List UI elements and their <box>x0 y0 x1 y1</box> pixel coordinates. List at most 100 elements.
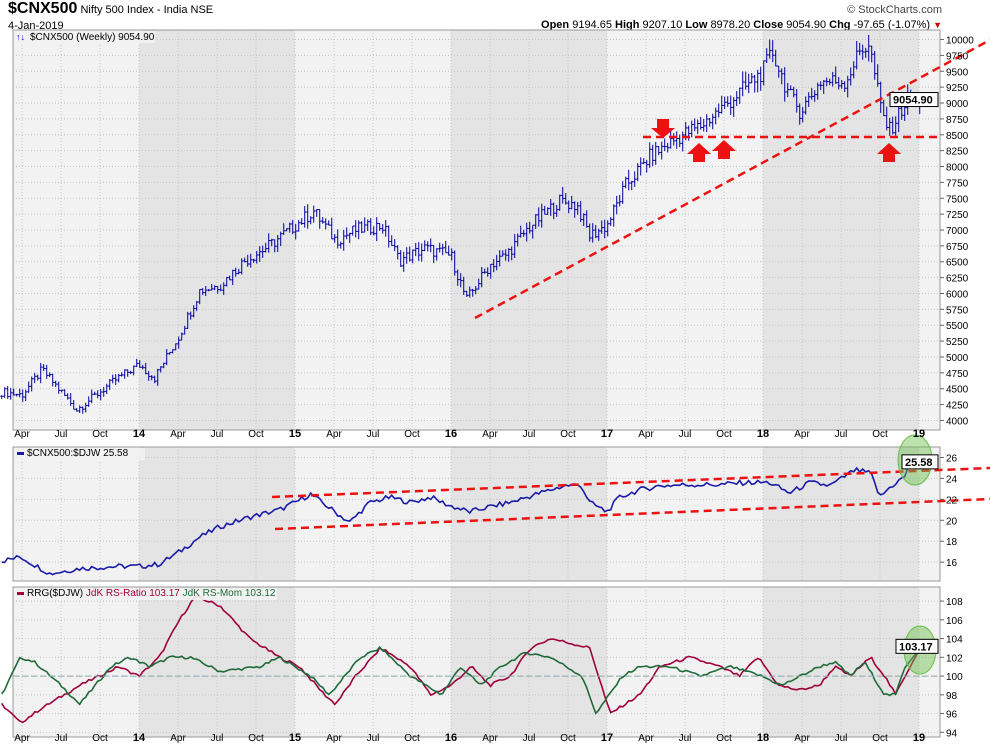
y-tick-label: 7250 <box>946 210 969 221</box>
x-tick-label: Apr <box>482 733 498 744</box>
ohlc-bar <box>18 388 22 398</box>
ohlc-bar <box>285 228 289 232</box>
ohlc-bar <box>777 65 781 78</box>
ohlc-bar <box>294 223 298 240</box>
x-tick-label: Oct <box>248 733 264 744</box>
arrow-up-icon <box>687 143 711 162</box>
ohlc-bar <box>327 220 331 226</box>
ohlc-bar <box>258 246 262 262</box>
ohlc-bar <box>873 50 877 80</box>
last-value-tag <box>889 92 939 108</box>
ohlc-bar <box>603 219 607 239</box>
ohlc-bar <box>795 89 799 113</box>
y-tick-label: 96 <box>946 710 958 721</box>
ohlc-bar <box>654 141 658 165</box>
price-panel-title: $CNX500 (Weekly) 9054.90 <box>30 32 155 43</box>
ohlc-bar <box>714 107 718 125</box>
x-tick-label: Apr <box>482 429 498 440</box>
ohlc-bar <box>69 393 73 406</box>
ohlc-bar <box>402 251 406 272</box>
x-tick-label: 15 <box>289 732 301 744</box>
ohlc-bar <box>825 77 829 87</box>
ohlc-bar <box>579 200 583 223</box>
ohlc-bar <box>96 390 100 399</box>
y-tick-label: 10000 <box>946 36 974 47</box>
ohlc-bar <box>645 159 649 173</box>
ohlc-bar <box>792 86 796 98</box>
ohlc-bar <box>324 218 328 230</box>
ohlc-bar <box>369 218 373 236</box>
x-tick-label: Oct <box>404 733 420 744</box>
ohlc-bar <box>486 267 490 277</box>
ohlc-bar <box>624 176 628 189</box>
ohlc-bar <box>582 213 586 227</box>
x-tick-label: 14 <box>133 428 146 440</box>
ohlc-bar <box>621 181 625 204</box>
x-tick-label: Oct <box>560 429 576 440</box>
ohlc-bar <box>480 267 484 288</box>
y-tick-label: 6250 <box>946 274 969 285</box>
ohlc-bar <box>516 233 520 247</box>
y-tick-label: 6000 <box>946 289 969 300</box>
ohlc-bar <box>243 257 247 263</box>
ohlc-bar <box>858 42 862 56</box>
ohlc-bar <box>48 372 52 378</box>
x-tick-label: 17 <box>601 428 613 440</box>
rs-swatch-icon <box>17 452 24 455</box>
y-tick-label: 5000 <box>946 353 969 364</box>
ohlc-bar <box>387 225 391 248</box>
ohlc-bar <box>762 60 766 86</box>
ohlc-bar <box>894 116 898 136</box>
y-tick-label: 6500 <box>946 258 969 269</box>
ohlc-bar <box>12 388 16 396</box>
ohlc-bar <box>282 223 286 235</box>
low-label: Low <box>685 19 708 31</box>
ohlc-bar <box>210 284 214 291</box>
ohlc-bar <box>150 375 154 381</box>
x-tick-label: Jul <box>211 429 224 440</box>
ohlc-bar <box>861 44 865 60</box>
ohlc-bar <box>711 113 715 130</box>
ratio-name: JdK RS-Ratio <box>86 588 147 599</box>
ohlc-bar <box>807 92 811 108</box>
x-tick-label: 14 <box>133 732 146 744</box>
ohlc-bar <box>741 71 745 97</box>
rising-trendline <box>474 38 990 320</box>
y-tick-label: 22 <box>946 495 958 506</box>
ohlc-bar <box>120 372 124 377</box>
ohlc-bar <box>426 241 430 252</box>
ohlc-bar <box>105 383 109 394</box>
ohlc-bar <box>168 351 172 355</box>
ohlc-bar <box>36 374 40 381</box>
ohlc-bar <box>90 389 94 404</box>
ohlc-bar <box>21 389 25 402</box>
ohlc-readout: Open 9194.65 High 9207.10 Low 8978.20 Cl… <box>541 19 942 32</box>
ohlc-bar <box>336 229 340 249</box>
ohlc-bar <box>867 34 871 62</box>
y-tick-label: 26 <box>946 453 958 464</box>
ohlc-bar <box>606 220 610 237</box>
ohlc-bar <box>195 300 199 312</box>
ohlc-bar <box>213 285 217 291</box>
x-tick-label: Apr <box>794 733 810 744</box>
ohlc-bar <box>840 79 844 89</box>
ohlc-bar <box>537 207 541 227</box>
ohlc-bar <box>240 258 244 275</box>
ratio-value: 103.17 <box>149 588 180 599</box>
x-tick-label: Jul <box>523 429 536 440</box>
ohlc-bar <box>114 374 118 385</box>
ohlc-bar <box>315 209 319 217</box>
high-label: High <box>615 19 640 31</box>
ohlc-bar <box>333 234 337 243</box>
rrg-swatch-icon <box>17 592 24 595</box>
rs-momentum-line <box>1 645 921 715</box>
ohlc-bar <box>732 97 736 117</box>
ohlc-bar <box>378 222 382 231</box>
x-tick-label: Apr <box>170 429 186 440</box>
ohlc-bar <box>876 64 880 87</box>
ohlc-bar <box>264 242 268 253</box>
x-tick-label: Jul <box>835 429 848 440</box>
ohlc-bar <box>354 220 358 238</box>
ohlc-bar <box>570 195 574 210</box>
